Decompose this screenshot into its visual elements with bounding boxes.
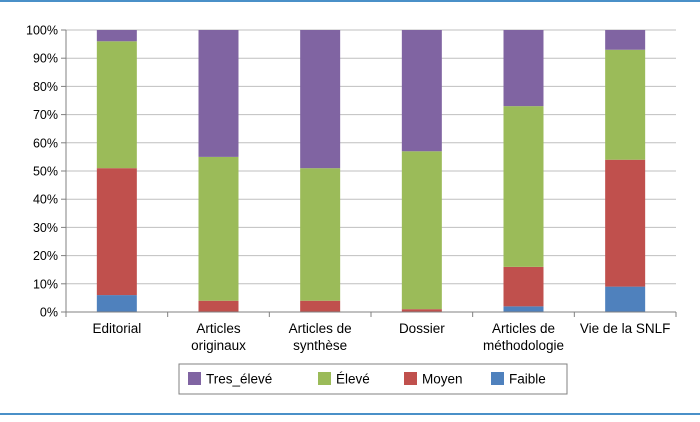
y-tick-label: 40% <box>33 193 58 207</box>
legend-swatch <box>318 372 331 385</box>
y-tick-label: 50% <box>33 165 58 179</box>
bar-segment <box>503 266 544 307</box>
x-category-label: Articles de <box>492 321 555 336</box>
x-category-label: Articles de <box>289 321 352 336</box>
x-category-label: Vie de la SNLF <box>580 321 671 336</box>
bar-segment <box>96 168 137 296</box>
y-tick-label: 90% <box>33 52 58 66</box>
bar-segment <box>401 30 442 152</box>
bar-segment <box>503 306 544 312</box>
bar-segment <box>198 300 239 312</box>
x-category-label: originaux <box>191 338 246 353</box>
legend-label: Faible <box>509 372 546 387</box>
legend-label: Élevé <box>336 372 370 387</box>
y-tick-label: 80% <box>33 80 58 94</box>
bar-segment <box>503 106 544 267</box>
bar-segment <box>605 159 646 287</box>
x-category-label: Articles <box>196 321 241 336</box>
x-axis-labels: Editorial Articles originaux Articles de syn… <box>92 321 670 353</box>
axes <box>65 30 677 317</box>
bar-segment <box>96 295 137 312</box>
bar-segment <box>96 30 137 42</box>
y-tick-label: 20% <box>33 249 58 263</box>
y-tick-label: 30% <box>33 221 58 235</box>
bar-segment <box>401 151 442 310</box>
bar-segment <box>96 41 137 169</box>
bar-segment <box>605 30 646 50</box>
bar-segment <box>401 309 442 312</box>
legend-swatch <box>491 372 504 385</box>
legend-swatch <box>188 372 201 385</box>
bar-segment <box>300 168 341 301</box>
x-category-label: Editorial <box>92 321 141 336</box>
bars <box>96 30 646 312</box>
y-tick-label: 10% <box>33 277 58 291</box>
bar-segment <box>198 156 239 301</box>
bar-segment <box>300 300 341 312</box>
legend-swatch <box>404 372 417 385</box>
bar-segment <box>300 30 341 169</box>
y-tick-label: 60% <box>33 136 58 150</box>
x-category-label: méthodologie <box>483 338 564 353</box>
legend-label: Tres_élevé <box>206 372 272 387</box>
gridlines <box>66 29 676 285</box>
y-tick-label: 0% <box>40 306 58 320</box>
bar-segment <box>605 49 646 160</box>
bar-segment <box>605 286 646 312</box>
y-tick-label: 70% <box>33 108 58 122</box>
legend: Tres_élevé Élevé Moyen Faible <box>178 363 568 395</box>
frame-bottom-rule <box>0 413 700 415</box>
y-axis-ticks: 0% 10% 20% 30% 40% 50% 60% 70% 80% 90% 100% <box>26 24 66 320</box>
bar-segment <box>198 30 239 157</box>
bar-segment <box>503 30 544 107</box>
x-category-label: Dossier <box>399 321 445 336</box>
frame-top-rule <box>0 0 700 2</box>
legend-label: Moyen <box>422 372 463 387</box>
y-tick-label: 100% <box>26 24 58 38</box>
x-category-label: synthèse <box>293 338 347 353</box>
